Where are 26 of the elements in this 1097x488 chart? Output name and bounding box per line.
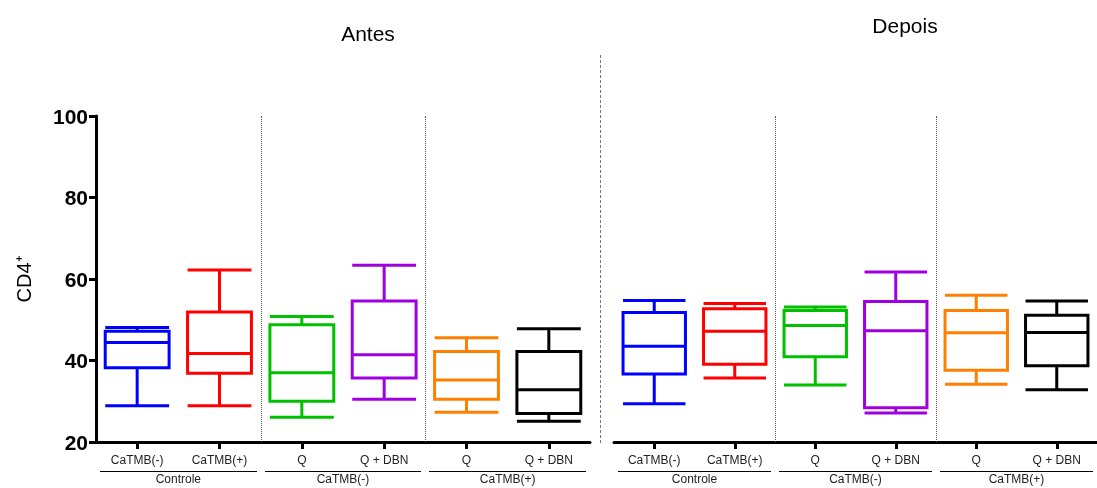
x-tick-label: Q — [810, 453, 820, 467]
y-tick-label: 80 — [64, 186, 88, 209]
y-tick-label: 60 — [64, 267, 88, 291]
y-axis-title: CD4⁺ — [13, 255, 35, 303]
text: Controle — [618, 471, 771, 486]
x-tick-label: Q + DBN — [524, 453, 574, 467]
text: CaTMB(-) — [264, 471, 422, 486]
x-tick-label: Q + DBN — [359, 453, 409, 467]
y-tick-label: 100 — [52, 104, 88, 128]
text: CaTMB(+) — [429, 471, 586, 486]
x-tick-label: CaTMB(+) — [706, 453, 763, 467]
x-tick-label: Q — [461, 453, 472, 467]
text: CaTMB(+) — [940, 471, 1093, 486]
x-tick-label: Q — [971, 453, 981, 467]
chart-title: Antes — [341, 22, 395, 45]
x-tick-label: Q + DBN — [871, 453, 920, 467]
x-tick-label: CaTMB(-) — [627, 453, 681, 467]
x-tick-label: CaTMB(-) — [110, 453, 164, 467]
x-tick-label: Q + DBN — [1032, 453, 1081, 467]
text: Controle — [100, 471, 257, 486]
text: CaTMB(-) — [779, 471, 932, 486]
y-tick-label: 20 — [64, 430, 88, 454]
x-tick-label: CaTMB(+) — [191, 453, 248, 467]
x-tick-label: Q — [297, 453, 307, 467]
y-tick-label: 40 — [64, 349, 88, 372]
chart-title: Depois — [872, 14, 938, 37]
